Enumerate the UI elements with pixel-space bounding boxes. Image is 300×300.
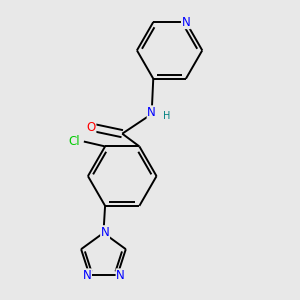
Text: O: O [87,121,96,134]
Text: N: N [147,106,156,119]
Text: H: H [163,111,170,121]
Text: Cl: Cl [68,135,80,148]
Text: N: N [116,269,125,282]
Text: N: N [101,226,110,239]
Text: N: N [182,16,190,28]
Text: N: N [82,269,91,282]
